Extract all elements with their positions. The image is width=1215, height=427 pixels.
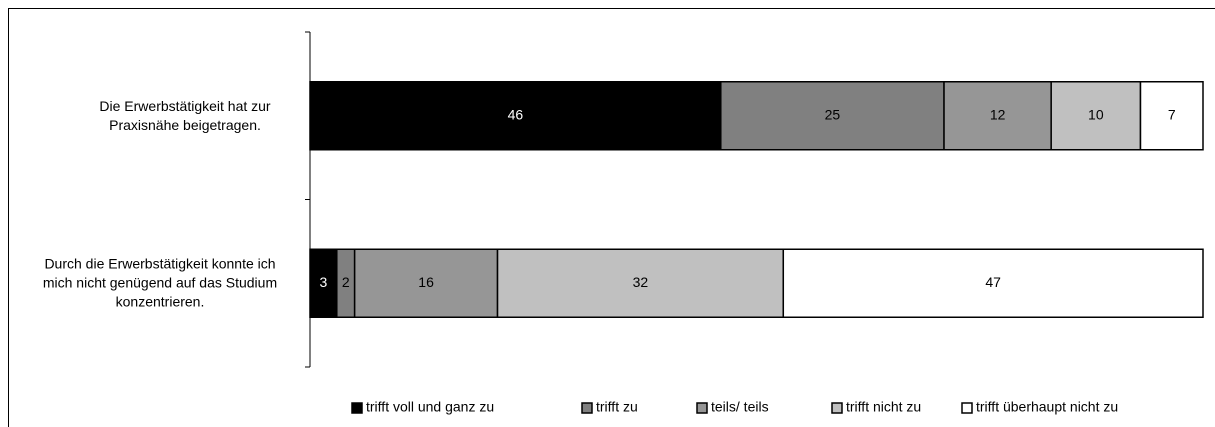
legend-label: trifft zu xyxy=(596,399,638,415)
legend-swatch xyxy=(351,402,363,414)
bar-segment xyxy=(1139,81,1204,151)
legend-swatch xyxy=(831,402,843,414)
value-label: 3 xyxy=(319,274,327,290)
value-label: 47 xyxy=(985,274,1001,290)
value-label: 12 xyxy=(990,106,1006,122)
value-label: 25 xyxy=(825,106,841,122)
category-label: Die Erwerbstätigkeit hat zur Praxisnähe … xyxy=(99,97,271,133)
legend-swatch xyxy=(696,402,708,414)
legend-label: trifft nicht zu xyxy=(846,399,921,415)
legend-label: trifft voll und ganz zu xyxy=(366,399,494,415)
bar-segment xyxy=(1050,81,1142,151)
legend-swatch xyxy=(581,402,593,414)
value-label: 2 xyxy=(342,274,350,290)
value-label: 10 xyxy=(1088,106,1104,122)
bar-segment xyxy=(782,248,1204,318)
bar-segment xyxy=(309,81,722,151)
bar-segment xyxy=(309,248,338,318)
value-label: 32 xyxy=(633,274,649,290)
frame xyxy=(8,8,1215,427)
legend-label: trifft überhaupt nicht zu xyxy=(976,399,1118,415)
bar-segment xyxy=(720,81,945,151)
value-label: 16 xyxy=(418,274,434,290)
legend-label: teils/ teils xyxy=(711,399,769,415)
bar-segment xyxy=(943,81,1052,151)
legend-swatch xyxy=(961,402,973,414)
category-label: Durch die Erwerbstätigkeit konnte ich mi… xyxy=(42,255,278,310)
value-label: 46 xyxy=(508,106,524,122)
value-label: 7 xyxy=(1168,106,1176,122)
